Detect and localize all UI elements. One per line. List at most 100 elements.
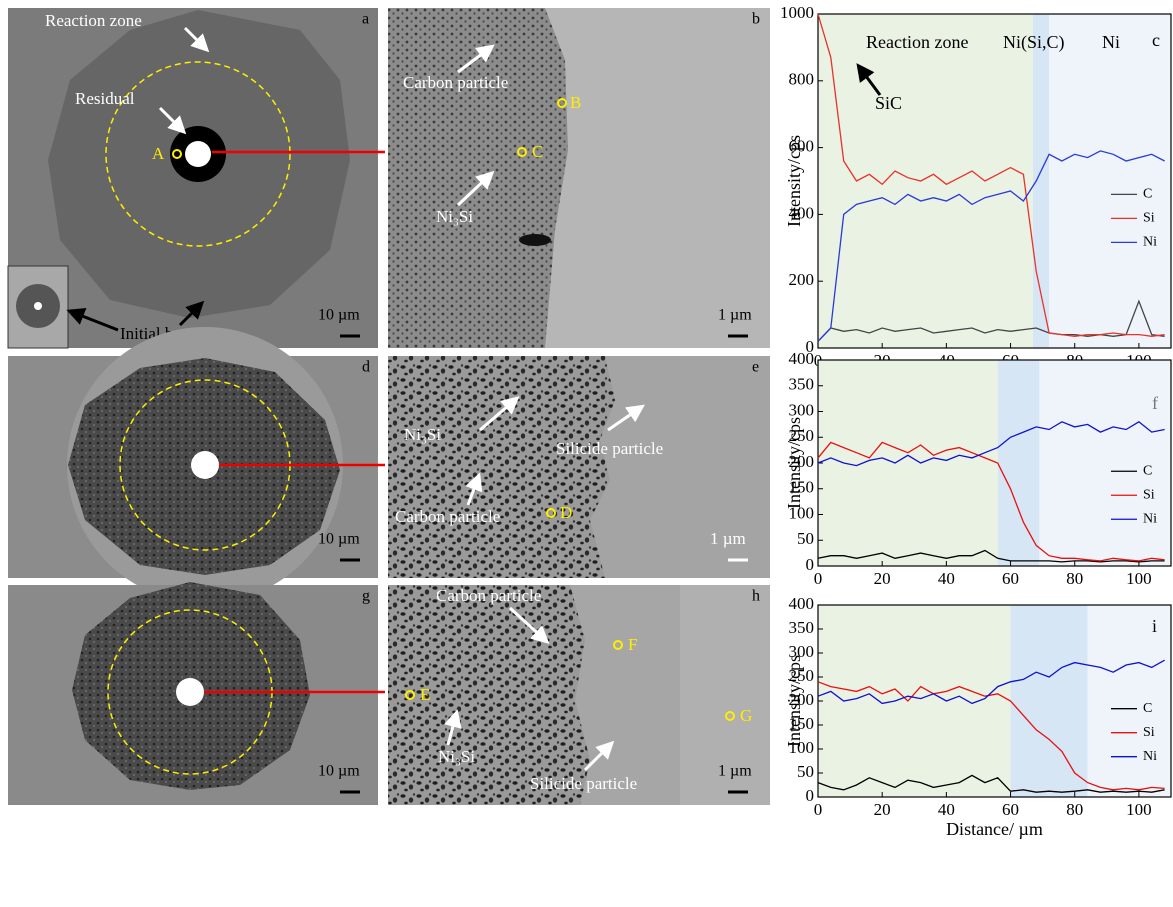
y-tick-label: 0 <box>806 337 815 356</box>
x-tick-label: 20 <box>874 569 891 588</box>
y-axis-label: Intensity/cps <box>784 135 804 227</box>
x-tick-label: 100 <box>1126 800 1152 819</box>
series-line <box>817 13 1165 337</box>
series-line <box>817 421 1165 467</box>
y-tick-label: 100 <box>789 738 815 757</box>
panel-label: a <box>362 11 369 28</box>
annotation: Ni(Si,C) <box>1003 32 1065 53</box>
shaded-region <box>997 360 1040 566</box>
label: Ni₃Si <box>436 207 473 226</box>
y-tick-label: 300 <box>789 642 815 661</box>
scale-bar: 10 µm <box>318 763 360 780</box>
legend-label: C <box>1143 187 1152 202</box>
y-tick-label: 250 <box>789 666 815 685</box>
label: Carbon particle <box>395 507 500 526</box>
panel-label: h <box>752 588 760 605</box>
y-axis-label: Intensity/cps <box>784 655 804 747</box>
label: Silicide particle <box>556 439 663 458</box>
shaded-region <box>818 14 1034 348</box>
point-label: G <box>740 706 752 725</box>
legend-label: Ni <box>1143 511 1157 526</box>
label: Ni₃Si <box>404 425 441 444</box>
series-line <box>817 299 1165 342</box>
y-tick-label: 400 <box>789 594 815 613</box>
annotation: Reaction zone <box>866 32 968 52</box>
series-line <box>817 774 1165 793</box>
y-tick-label: 250 <box>789 426 815 445</box>
y-tick-label: 0 <box>806 786 815 805</box>
point-label: D <box>560 503 572 522</box>
x-tick-label: 0 <box>814 569 823 588</box>
point-label: C <box>532 142 543 161</box>
shaded-region <box>1033 14 1050 348</box>
y-tick-label: 200 <box>789 452 815 471</box>
label: Silicide particle <box>530 774 637 793</box>
point-label: B <box>570 93 581 112</box>
shaded-region <box>818 360 998 566</box>
y-tick-label: 350 <box>789 375 815 394</box>
micrograph-b: Carbon particle B C Ni₃Si 1 µm b <box>388 8 770 348</box>
shaded-region <box>1087 605 1171 797</box>
legend-label: Si <box>1143 211 1155 226</box>
y-tick-label: 0 <box>806 555 815 574</box>
legend-label: Si <box>1143 487 1155 502</box>
annotation: Ni <box>1102 32 1120 52</box>
y-tick-label: 400 <box>789 349 815 368</box>
panel-label: f <box>1152 393 1158 413</box>
series-line <box>817 150 1165 342</box>
legend-label: Ni <box>1143 235 1157 250</box>
y-tick-label: 600 <box>789 137 815 156</box>
y-tick-label: 150 <box>789 714 815 733</box>
y-tick-label: 200 <box>789 270 815 289</box>
label: Carbon particle <box>436 586 541 605</box>
x-tick-label: 80 <box>1066 569 1083 588</box>
y-tick-label: 50 <box>797 529 814 548</box>
y-tick-label: 200 <box>789 690 815 709</box>
x-axis-label: Distance/ µm <box>946 819 1043 839</box>
shaded-region <box>1049 14 1171 348</box>
y-tick-label: 1000 <box>780 3 814 22</box>
point-label: E <box>420 685 430 704</box>
panel-label: e <box>752 359 759 376</box>
x-tick-label: 100 <box>1126 569 1152 588</box>
label: Carbon particle <box>403 73 508 92</box>
series-line <box>817 441 1165 562</box>
scale-bar: 1 µm <box>710 529 746 548</box>
scale-bar: 1 µm <box>718 307 752 324</box>
y-tick-label: 300 <box>789 400 815 419</box>
x-tick-label: 20 <box>874 800 891 819</box>
y-tick-label: 350 <box>789 618 815 637</box>
x-tick-label: 40 <box>938 800 955 819</box>
y-tick-label: 150 <box>789 478 815 497</box>
panel-label: b <box>752 11 760 28</box>
x-tick-label: 60 <box>1002 569 1019 588</box>
x-tick-label: 60 <box>1002 800 1019 819</box>
shaded-region <box>1039 360 1171 566</box>
x-tick-label: 0 <box>814 800 823 819</box>
label: Reaction zone <box>45 11 142 30</box>
micrograph-d: 10 µm d <box>8 327 385 603</box>
series-line <box>817 681 1165 791</box>
scale-bar: 10 µm <box>318 531 360 548</box>
series-line <box>817 659 1165 705</box>
legend-label: Ni <box>1143 749 1157 764</box>
x-tick-label: 80 <box>1066 800 1083 819</box>
scale-bar: 1 µm <box>718 763 752 780</box>
scale-bar: 10 µm <box>318 307 360 324</box>
micrograph-a: Reaction zone Residual A Initial boundar… <box>7 8 385 349</box>
series-line <box>817 549 1165 563</box>
panel-label: g <box>362 588 370 605</box>
annotation: SiC <box>875 93 902 113</box>
label: Ni₃Si <box>438 747 475 766</box>
legend-label: Si <box>1143 725 1155 740</box>
y-tick-label: 50 <box>797 762 814 781</box>
panel-label: i <box>1152 616 1157 636</box>
micrograph-g: 10 µm g <box>8 582 385 805</box>
micrograph-e: Ni₃Si Silicide particle Carbon particle … <box>388 356 770 578</box>
label: Residual <box>75 89 135 108</box>
point-label: A <box>152 144 165 163</box>
x-tick-label: 40 <box>938 569 955 588</box>
shaded-region <box>1010 605 1088 797</box>
legend-label: C <box>1143 463 1152 478</box>
